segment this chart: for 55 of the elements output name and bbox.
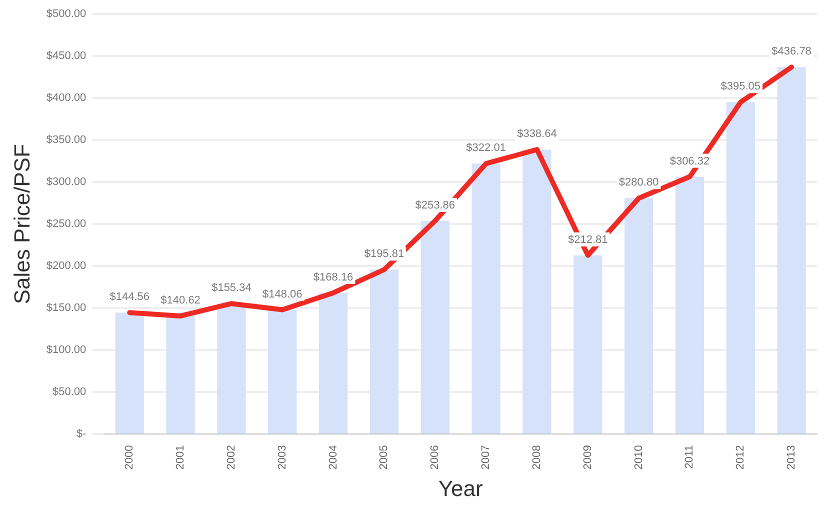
data-label: $395.05	[720, 80, 761, 93]
bar	[624, 198, 654, 434]
y-tick-label: $-	[76, 428, 86, 440]
x-tick-label: 2008	[530, 445, 543, 470]
bar	[522, 150, 552, 434]
x-tick-label: 2006	[429, 445, 442, 470]
x-tick-label: 2009	[582, 445, 594, 470]
data-label: $144.56	[110, 291, 150, 304]
y-axis-title: Sales Price/PSF	[9, 144, 34, 304]
y-tick-label: $400.00	[46, 92, 86, 104]
y-tick-label: $450.00	[46, 50, 86, 62]
data-label: $322.01	[466, 142, 506, 154]
data-label: $168.16	[313, 271, 354, 284]
bar	[472, 164, 500, 434]
data-label: $338.64	[517, 128, 557, 140]
y-tick-label: $250.00	[46, 218, 86, 230]
bar	[217, 304, 246, 434]
data-label: $155.34	[212, 282, 252, 294]
x-tick-label: 2002	[225, 445, 238, 470]
x-tick-label: 2013	[786, 445, 798, 470]
bar	[370, 270, 399, 434]
y-tick-label: $300.00	[46, 176, 86, 188]
data-label: $148.06	[262, 288, 302, 300]
x-tick-label: 2003	[276, 445, 288, 470]
bar	[115, 312, 144, 434]
bar	[675, 176, 704, 434]
y-tick-label: $150.00	[46, 302, 86, 314]
bar	[574, 255, 602, 434]
bar	[777, 67, 806, 434]
bar	[420, 220, 450, 434]
bar	[726, 102, 755, 434]
y-tick-label: $100.00	[46, 344, 86, 356]
data-label: $280.80	[618, 176, 659, 189]
x-tick-label: 2010	[632, 445, 645, 470]
data-label: $436.78	[772, 46, 812, 58]
data-label: $306.32	[670, 155, 710, 168]
y-tick-label: $200.00	[46, 260, 86, 272]
x-tick-label: 2012	[734, 445, 747, 470]
bar	[318, 292, 348, 434]
y-tick-label: $350.00	[46, 134, 86, 146]
x-tick-label: 2011	[684, 445, 696, 469]
y-tick-label: $500.00	[46, 8, 86, 20]
x-tick-label: 2007	[480, 445, 492, 470]
data-label: $140.62	[160, 294, 200, 307]
data-label: $195.81	[364, 248, 404, 260]
bar	[268, 310, 297, 434]
x-tick-label: 2000	[124, 445, 136, 470]
data-label: $212.81	[568, 234, 608, 246]
x-tick-label: 2004	[327, 445, 340, 470]
x-tick-label: 2001	[174, 445, 187, 470]
x-axis-title: Year	[438, 476, 483, 501]
y-tick-label: $50.00	[52, 386, 86, 398]
bar	[166, 316, 195, 434]
x-tick-label: 2005	[378, 445, 390, 470]
data-label: $253.86	[415, 199, 456, 212]
